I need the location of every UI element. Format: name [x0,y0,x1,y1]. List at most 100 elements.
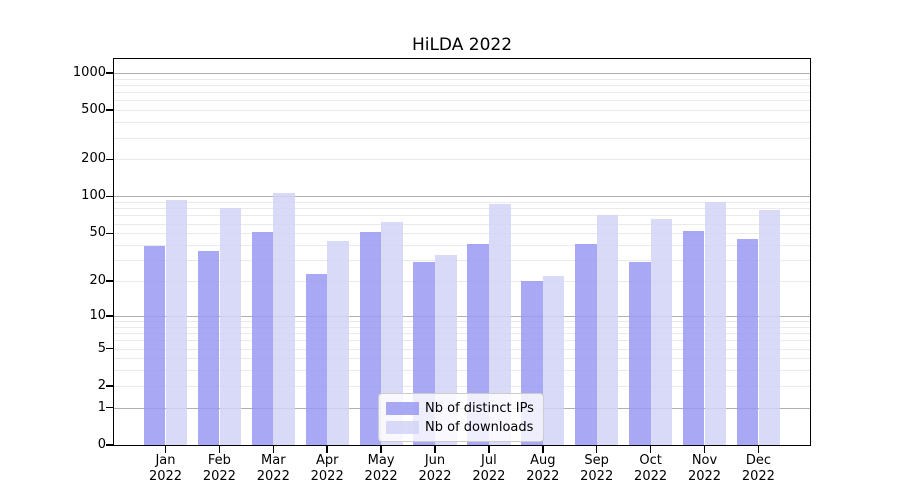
gridline-minor-900 [114,78,810,80]
legend-label-downloads: Nb of downloads [425,420,534,435]
x-tick-label-may: May 2022 [364,453,398,484]
bar-nb-of-downloads-dec [758,209,780,445]
bar-nb-of-distinct-ips-feb [197,250,220,445]
plot-inner [114,59,810,445]
bar-nb-of-distinct-ips-apr [305,273,328,445]
bar-nb-of-distinct-ips-dec [736,238,759,445]
y-tick-mark-1000 [106,72,113,74]
bar-nb-of-downloads-aug [542,276,565,445]
gridline-10 [114,315,810,317]
gridline-minor-3 [114,370,810,372]
y-tick-label-50: 50 [89,225,106,241]
bar-nb-of-distinct-ips-nov [682,231,705,445]
y-tick-label-10: 10 [89,307,106,323]
x-tick-label-sep: Sep 2022 [580,453,614,484]
x-tick-label-feb: Feb 2022 [202,453,236,484]
gridline-minor-7 [114,333,810,335]
legend-label-distinct-ips: Nb of distinct IPs [425,401,534,416]
x-tick-mark-dec [757,446,760,453]
gridline-minor-50 [114,233,810,235]
y-tick-label-2: 2 [97,377,106,393]
bar-nb-of-downloads-oct [650,218,673,445]
bar-nb-of-downloads-may [381,221,403,445]
y-tick-label-0: 0 [97,437,106,452]
gridline-minor-8 [114,326,810,328]
gridline-minor-800 [114,84,810,86]
x-tick-label-dec: Dec 2022 [741,453,775,484]
y-tick-mark-10 [106,315,113,317]
gridline-minor-300 [114,137,810,139]
chart-title: HiLDA 2022 [411,35,513,55]
bar-nb-of-distinct-ips-mar [251,232,274,445]
y-tick-label-200: 200 [81,151,106,167]
gridline-minor-400 [114,122,810,124]
gridline-minor-500 [114,110,810,112]
x-tick-mark-nov [703,446,706,453]
gridline-minor-5 [114,348,810,350]
gridline-minor-9 [114,321,810,322]
x-tick-label-jun: Jun 2022 [418,453,452,484]
legend-swatch-downloads [386,421,419,434]
legend-item-distinct-ips: Nb of distinct IPs [386,399,536,418]
y-tick-mark-0 [106,444,113,446]
y-tick-label-1000: 1000 [72,64,106,80]
legend-item-downloads: Nb of downloads [386,418,536,437]
gridline-minor-600 [114,100,810,102]
legend-swatch-distinct-ips [386,402,419,415]
x-tick-label-aug: Aug 2022 [526,453,560,484]
x-tick-label-mar: Mar 2022 [256,453,290,484]
y-tick-label-100: 100 [81,188,106,204]
bar-nb-of-distinct-ips-oct [629,261,651,445]
gridline-minor-200 [114,159,810,161]
y-tick-mark-200 [106,158,113,161]
bar-nb-of-distinct-ips-jan [143,246,166,445]
plot-area [113,58,811,446]
bar-nb-of-distinct-ips-sep [575,243,597,445]
bar-nb-of-downloads-sep [596,214,619,445]
bar-nb-of-downloads-jan [165,200,188,445]
x-tick-label-apr: Apr 2022 [310,453,344,484]
gridline-minor-80 [114,208,810,210]
y-tick-mark-100 [106,195,113,198]
y-tick-mark-2 [106,385,113,387]
legend: Nb of distinct IPs Nb of downloads [378,393,544,442]
gridline-minor-4 [114,358,810,360]
x-tick-mark-sep [595,446,598,453]
x-tick-mark-mar [272,446,275,453]
y-tick-label-1: 1 [97,399,106,415]
y-tick-label-500: 500 [81,102,106,118]
gridline-minor-700 [114,92,810,94]
bar-nb-of-downloads-feb [219,208,241,445]
x-tick-label-oct: Oct 2022 [634,453,668,484]
x-tick-mark-aug [542,446,544,453]
gridline-minor-70 [114,215,810,217]
y-tick-mark-20 [106,280,113,282]
bar-nb-of-downloads-mar [273,193,295,445]
gridline-minor-30 [114,260,810,262]
bar-nb-of-distinct-ips-may [359,232,381,445]
gridline-1000 [114,72,810,74]
x-tick-mark-apr [326,446,328,453]
x-tick-mark-jun [434,446,436,453]
bar-nb-of-downloads-apr [327,241,349,445]
y-tick-label-5: 5 [97,340,106,356]
x-tick-mark-jul [488,446,490,453]
gridline-minor-6 [114,340,810,342]
gridline-minor-2 [114,385,810,387]
x-tick-label-jul: Jul 2022 [472,453,506,484]
gridline-minor-40 [114,245,810,246]
bar-nb-of-downloads-nov [704,202,727,445]
y-tick-mark-500 [106,109,113,111]
gridline-100 [114,196,810,198]
x-tick-mark-oct [649,446,652,453]
y-tick-label-20: 20 [89,273,106,289]
y-tick-mark-50 [106,232,113,234]
bar-nb-of-downloads-jul [489,204,511,445]
x-tick-mark-feb [218,446,221,453]
x-tick-label-nov: Nov 2022 [687,453,722,484]
x-tick-mark-jan [164,446,167,453]
y-tick-mark-5 [106,347,113,350]
x-tick-label-jan: Jan 2022 [148,453,183,484]
gridline-minor-20 [114,281,810,283]
